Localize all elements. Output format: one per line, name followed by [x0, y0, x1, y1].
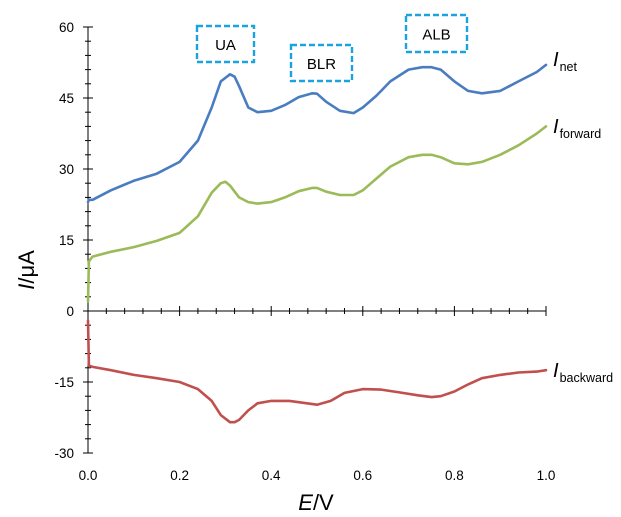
annotation-label: UA	[215, 37, 236, 54]
tick-labels: 60 45 30 15 0 -15 -30 0.0 0.2 0.4 0.6 0.8 1.0	[54, 20, 555, 483]
y-axis-title-italic: I	[14, 284, 39, 290]
y-tick-label: 60	[59, 20, 74, 35]
y-tick-label: 30	[59, 162, 74, 177]
series-label-i-net: Inet	[553, 49, 577, 74]
series-label-i-backward: Ibackward	[553, 360, 613, 385]
series-lines	[86, 63, 548, 424]
x-axis-title-rest: /V	[313, 490, 334, 515]
series-label-i-forward: Iforward	[553, 116, 601, 141]
x-tick-label: 0.8	[445, 468, 464, 483]
x-tick-label: 0.4	[262, 468, 281, 483]
annotation-label: BLR	[307, 56, 336, 73]
series-label-sub: backward	[560, 371, 614, 385]
series-label-main: I	[553, 49, 559, 71]
x-tick-label: 0.6	[353, 468, 372, 483]
y-tick-label: 0	[66, 304, 74, 319]
annotation-box	[404, 13, 469, 54]
y-axis-title-rest: /μA	[14, 250, 39, 284]
annotation-box	[289, 43, 354, 83]
x-tick-label: 0.2	[170, 468, 189, 483]
series-label-sub: net	[560, 60, 578, 74]
x-tick-label: 1.0	[537, 468, 556, 483]
x-tick-label: 0.0	[79, 468, 98, 483]
axes	[83, 26, 547, 454]
annotation-label: ALB	[422, 27, 450, 44]
y-tick-label: -30	[54, 446, 74, 461]
y-tick-label: 15	[59, 233, 74, 248]
x-axis-title: E/V	[298, 490, 334, 515]
series-label-main: I	[553, 360, 559, 382]
series-label-sub: forward	[560, 127, 602, 141]
series-line-i-forward	[86, 125, 548, 303]
series-line-i-backward	[86, 319, 548, 424]
series-label-main: I	[553, 116, 559, 138]
peak-annotations: UA BLR ALB	[195, 13, 469, 83]
y-tick-label: 45	[59, 91, 74, 106]
annotation-box	[195, 24, 256, 64]
y-axis-title: I/μA	[14, 250, 39, 290]
x-axis-title-italic: E	[298, 490, 313, 515]
series-line-i-net	[86, 63, 548, 204]
y-tick-label: -15	[54, 375, 74, 390]
